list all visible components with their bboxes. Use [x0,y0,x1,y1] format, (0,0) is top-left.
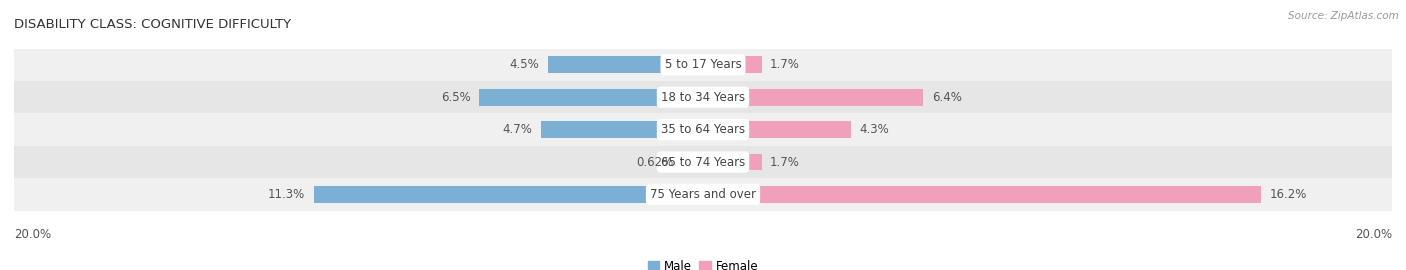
Text: 18 to 34 Years: 18 to 34 Years [661,91,745,104]
Bar [14,146,1392,178]
Text: 5 to 17 Years: 5 to 17 Years [665,58,741,71]
Text: 6.5%: 6.5% [440,91,471,104]
Text: DISABILITY CLASS: COGNITIVE DIFFICULTY: DISABILITY CLASS: COGNITIVE DIFFICULTY [14,18,291,31]
Text: 11.3%: 11.3% [269,188,305,201]
Bar [479,89,703,106]
Text: 20.0%: 20.0% [14,228,51,241]
Text: Source: ZipAtlas.com: Source: ZipAtlas.com [1288,11,1399,21]
Text: 75 Years and over: 75 Years and over [650,188,756,201]
Bar [682,154,703,170]
Bar [14,178,1392,211]
Text: 16.2%: 16.2% [1270,188,1308,201]
Text: 65 to 74 Years: 65 to 74 Years [661,156,745,168]
Bar [14,81,1392,113]
Bar [548,56,703,73]
Text: 4.5%: 4.5% [509,58,540,71]
Bar [703,89,924,106]
Text: 4.3%: 4.3% [859,123,890,136]
Bar [703,186,1261,203]
Bar [703,121,851,138]
Text: 0.62%: 0.62% [636,156,673,168]
Text: 1.7%: 1.7% [770,58,800,71]
Text: 20.0%: 20.0% [1355,228,1392,241]
Bar [14,49,1392,81]
Bar [703,56,762,73]
Text: 6.4%: 6.4% [932,91,962,104]
Bar [314,186,703,203]
Bar [703,154,762,170]
Text: 35 to 64 Years: 35 to 64 Years [661,123,745,136]
Bar [14,113,1392,146]
Bar [541,121,703,138]
Legend: Male, Female: Male, Female [643,255,763,270]
Text: 1.7%: 1.7% [770,156,800,168]
Text: 4.7%: 4.7% [502,123,533,136]
